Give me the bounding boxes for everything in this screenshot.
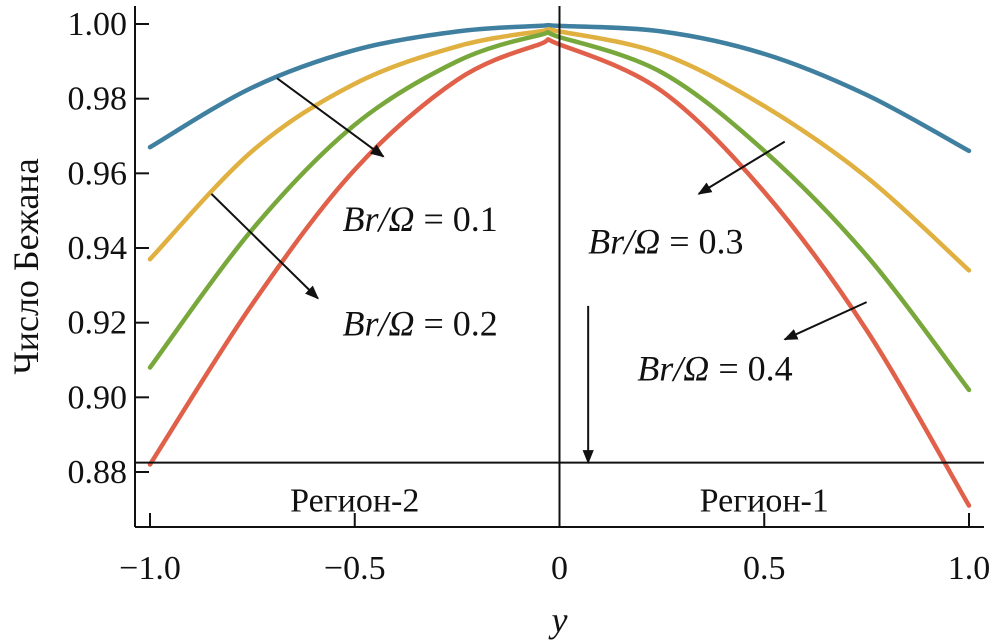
region-label-1: Регион-2 xyxy=(290,482,419,519)
series-line-2 xyxy=(147,26,972,273)
annotation-arrow-3 xyxy=(697,140,786,195)
y-tick-label: 0.94 xyxy=(68,230,128,267)
plot-lines xyxy=(147,22,972,508)
region-label-2: Регион-1 xyxy=(700,482,829,519)
annotation-label-1: Br/Ω = 0.1 xyxy=(342,199,497,239)
annotation-arrow-4 xyxy=(783,301,868,341)
x-tick-label: 1.0 xyxy=(948,550,989,587)
y-tick-label: 1.00 xyxy=(68,6,128,43)
series-line-3 xyxy=(147,30,972,393)
annotation-label-4: Br/Ω = 0.4 xyxy=(637,349,792,389)
annotation-arrow-2 xyxy=(210,193,319,300)
series-line-4 xyxy=(147,37,972,508)
x-tick-label: −0.5 xyxy=(324,550,386,587)
x-tick-label: 0.5 xyxy=(743,550,786,587)
y-tick-label: 0.90 xyxy=(68,379,128,416)
y-tick-label: 0.92 xyxy=(68,305,128,342)
annotations: Br/Ω = 0.1 Br/Ω = 0.2 Br/Ω = 0.3 Br/Ω = 0.4… xyxy=(210,77,868,519)
y-tick-label: 0.98 xyxy=(68,81,128,118)
y-tick-label: 0.88 xyxy=(68,454,128,491)
annotation-arrow-1 xyxy=(276,77,385,158)
series-line-1 xyxy=(147,22,972,154)
y-axis-title: Число Бежана xyxy=(6,158,46,374)
x-tick-label: −1.0 xyxy=(119,550,181,587)
x-tick-label: 0 xyxy=(551,550,568,587)
annotation-label-2: Br/Ω = 0.2 xyxy=(342,304,497,344)
x-axis-title: y xyxy=(549,600,568,640)
annotation-label-3: Br/Ω = 0.3 xyxy=(588,222,743,262)
y-tick-label: 0.96 xyxy=(68,155,128,192)
axes: 0.88 0.90 0.92 0.94 0.96 0.98 1.00 −1.0 −0.5 0 0.5… xyxy=(68,6,989,587)
reference-lines xyxy=(135,6,984,527)
